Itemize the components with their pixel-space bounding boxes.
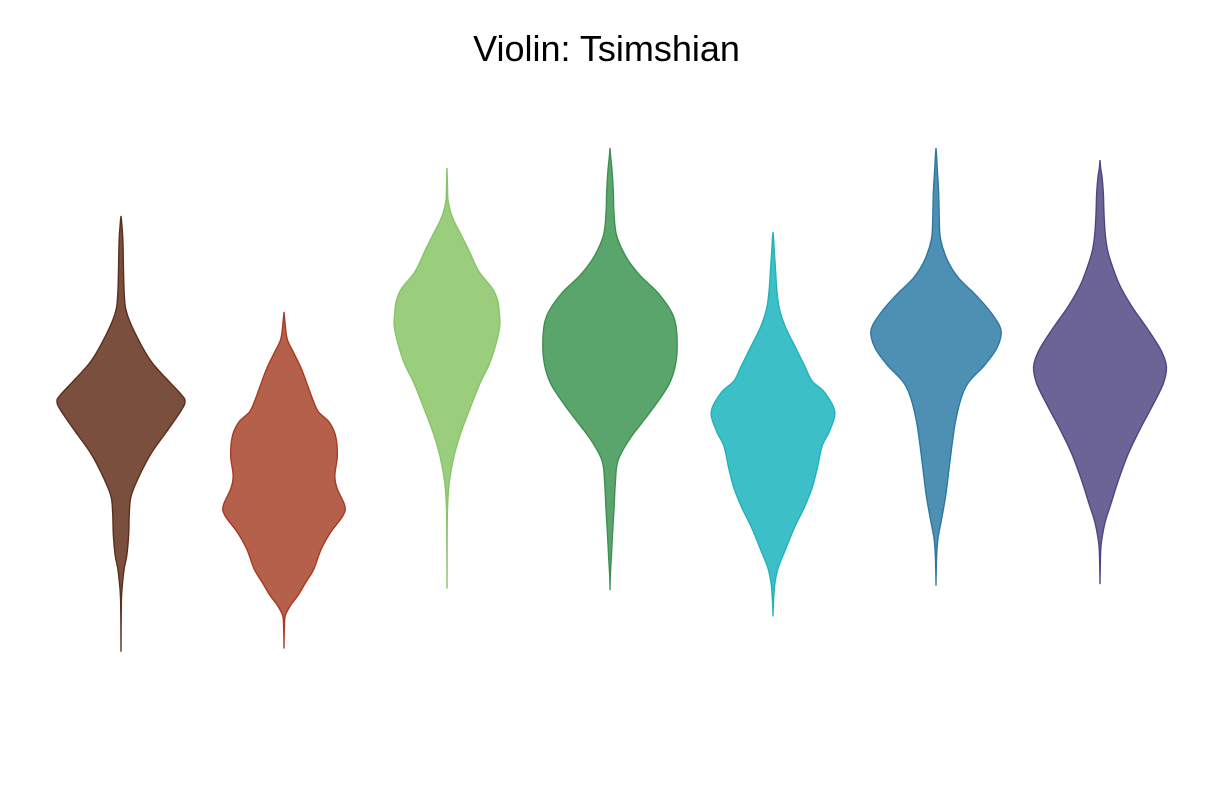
violin-2: [223, 312, 345, 648]
violin-3: [394, 168, 500, 588]
violin-6: [871, 148, 1001, 585]
violin-5: [711, 232, 835, 616]
violin-4: [543, 148, 677, 590]
violin-7: [1034, 160, 1167, 584]
violin-1: [57, 216, 185, 651]
